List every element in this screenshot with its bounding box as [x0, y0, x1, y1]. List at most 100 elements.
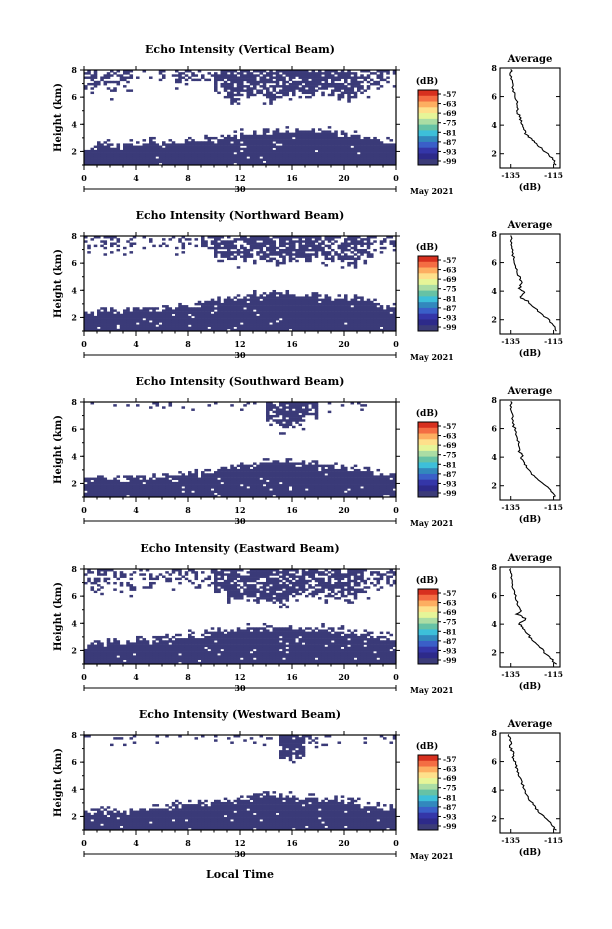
heatmap-cell — [110, 74, 114, 77]
heatmap-cell — [301, 74, 306, 77]
heatmap-cell — [350, 82, 355, 86]
heatmap-cell — [233, 139, 238, 142]
heatmap-cell — [233, 490, 238, 493]
heatmap-cell — [210, 307, 215, 310]
heatmap-cell — [129, 494, 134, 498]
heatmap-cell — [353, 307, 358, 310]
heatmap-cell — [126, 315, 130, 319]
heatmap-cell — [285, 139, 290, 142]
heatmap-cell — [256, 305, 260, 308]
heatmap-cell — [373, 305, 377, 308]
heatmap-cell — [363, 300, 368, 304]
heatmap-cell — [272, 156, 277, 159]
heatmap-cell — [373, 139, 377, 142]
heatmap-cell — [158, 328, 163, 332]
heatmap-cell — [197, 302, 202, 306]
heatmap-cell — [298, 490, 303, 493]
heatmap-cell — [84, 484, 88, 487]
heatmap-cell — [171, 74, 176, 77]
heatmap-cell — [256, 147, 260, 151]
heatmap-cell — [337, 93, 342, 97]
heatmap-cell — [220, 154, 225, 157]
heatmap-cell — [314, 132, 319, 136]
heatmap-cell — [116, 160, 121, 164]
heatmap-cell — [301, 147, 306, 151]
heatmap-cell — [136, 494, 140, 498]
heatmap-cell — [282, 93, 286, 97]
heatmap-cell — [188, 141, 192, 144]
heatmap-cell — [223, 76, 228, 79]
heatmap-cell — [214, 320, 218, 323]
heatmap-cell — [246, 475, 251, 478]
heatmap-cell — [292, 486, 296, 489]
heatmap-cell — [266, 406, 270, 409]
heatmap-cell — [275, 328, 280, 332]
heatmap-cell — [360, 320, 364, 323]
heatmap-cell — [386, 136, 390, 140]
heatmap-cell — [230, 93, 234, 97]
heatmap-cell — [87, 313, 91, 317]
heatmap-cell — [207, 156, 212, 159]
heatmap-cell — [230, 318, 234, 321]
heatmap-cell — [337, 494, 342, 498]
heatmap-cell — [259, 143, 264, 146]
heatmap-cell — [223, 322, 228, 325]
heatmap-cell — [331, 145, 335, 149]
heatmap-cell — [253, 238, 257, 241]
heatmap-cell — [256, 139, 260, 142]
heatmap-cell — [357, 492, 361, 496]
heatmap-cell — [360, 76, 364, 79]
heatmap-cell — [308, 408, 312, 411]
heatmap-cell — [103, 160, 108, 164]
heatmap-cell — [344, 80, 348, 84]
heatmap-cell — [223, 313, 228, 317]
heatmap-cell — [275, 466, 280, 470]
heatmap-cell — [305, 486, 309, 489]
heatmap-cell — [184, 145, 189, 149]
heatmap-cell — [279, 302, 283, 306]
heatmap-cell — [331, 93, 335, 97]
heatmap-cell — [344, 326, 348, 330]
heatmap-cell — [272, 149, 277, 153]
heatmap-cell — [204, 152, 208, 155]
heatmap-cell — [279, 251, 283, 254]
heatmap-cell — [373, 309, 377, 312]
heatmap-cell — [298, 136, 303, 140]
heatmap-cell — [334, 87, 338, 90]
heatmap-cell — [298, 244, 303, 248]
heatmap-cell — [285, 253, 290, 256]
heatmap-cell — [292, 414, 296, 418]
heatmap-cell — [275, 302, 280, 306]
heatmap-cell — [191, 152, 195, 155]
heatmap-cell — [249, 248, 254, 252]
heatmap-cell — [311, 296, 316, 299]
heatmap-cell — [207, 152, 212, 155]
heatmap-cell — [308, 255, 312, 258]
heatmap-cell — [373, 136, 377, 140]
heatmap-cell — [275, 292, 280, 295]
heatmap-cell — [84, 149, 88, 153]
heatmap-cell — [357, 305, 361, 308]
heatmap-cell — [353, 305, 358, 308]
heatmap-cell — [386, 313, 390, 317]
heatmap-cell — [188, 322, 192, 325]
heatmap-cell — [165, 305, 169, 308]
heatmap-cell — [113, 236, 117, 239]
heatmap-cell — [90, 91, 95, 95]
heatmap-cell — [285, 149, 290, 153]
heatmap-cell — [204, 244, 208, 248]
heatmap-cell — [116, 82, 121, 86]
heatmap-cell — [262, 158, 267, 161]
heatmap-cell — [197, 307, 202, 310]
heatmap-cell — [259, 311, 264, 315]
heatmap-cell — [266, 74, 270, 77]
heatmap-cell — [168, 309, 173, 312]
colorbar-swatch — [418, 136, 438, 143]
heatmap-cell — [129, 251, 134, 254]
heatmap-cell — [337, 309, 342, 312]
heatmap-cell — [282, 141, 286, 144]
heatmap-cell — [194, 484, 199, 487]
heatmap-cell — [97, 149, 101, 153]
heatmap-cell — [249, 246, 254, 250]
heatmap-cell — [272, 419, 277, 422]
